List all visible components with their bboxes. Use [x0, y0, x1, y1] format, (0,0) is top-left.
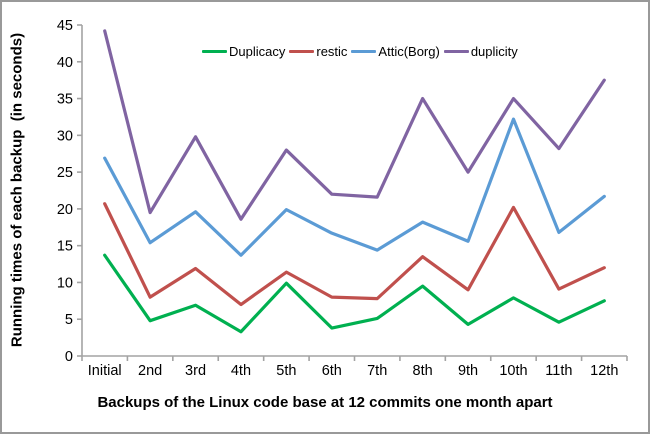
y-tick-label: 40	[57, 55, 73, 71]
x-axis-title: Backups of the Linux code base at 12 com…	[97, 394, 553, 411]
legend-label: duplicity	[470, 44, 518, 59]
x-tick-label: 9th	[458, 363, 478, 379]
legend-line-icon	[289, 50, 315, 53]
y-tick-label: 0	[65, 349, 73, 365]
legend-item-Duplicacy: Duplicacy	[202, 44, 285, 59]
x-tick-label: 10th	[499, 363, 527, 379]
y-tick-label: 20	[57, 202, 73, 218]
y-tick-label: 5	[65, 312, 73, 328]
x-tick-label: Initial	[88, 363, 122, 379]
series-line-Attic(Borg)	[103, 117, 606, 257]
x-tick-label: 3rd	[185, 363, 206, 379]
y-tick-label: 25	[57, 165, 73, 181]
series-line-Duplicacy	[103, 253, 606, 334]
x-tick-label: 2nd	[138, 363, 162, 379]
legend-item-Attic(Borg): Attic(Borg)	[351, 44, 440, 59]
legend-label: restic	[316, 44, 348, 59]
x-tick-label: 4th	[231, 363, 251, 379]
y-tick-label: 30	[57, 128, 73, 144]
legend-line-icon	[443, 50, 469, 53]
legend-item-duplicity: duplicity	[443, 44, 518, 59]
legend-label: Duplicacy	[229, 44, 286, 59]
y-tick-label: 35	[57, 92, 73, 108]
x-tick-label: 12th	[590, 363, 618, 379]
x-tick-label: 8th	[413, 363, 433, 379]
y-tick-label: 45	[57, 18, 73, 34]
series-line-duplicity	[103, 29, 606, 221]
x-tick-label: 7th	[367, 363, 387, 379]
series-line-restic	[103, 202, 606, 307]
x-tick-label: 11th	[545, 363, 572, 379]
x-tick-label: 6th	[322, 363, 342, 379]
y-tick-label: 15	[57, 239, 73, 255]
legend: Duplicacy restic Attic(Borg) duplicity	[202, 44, 518, 59]
legend-label: Attic(Borg)	[378, 44, 440, 59]
legend-line-icon	[202, 50, 227, 53]
x-tick-label: 5th	[276, 363, 296, 379]
legend-item-restic: restic	[289, 44, 347, 59]
legend-line-icon	[351, 50, 377, 53]
y-tick-label: 10	[57, 275, 73, 291]
